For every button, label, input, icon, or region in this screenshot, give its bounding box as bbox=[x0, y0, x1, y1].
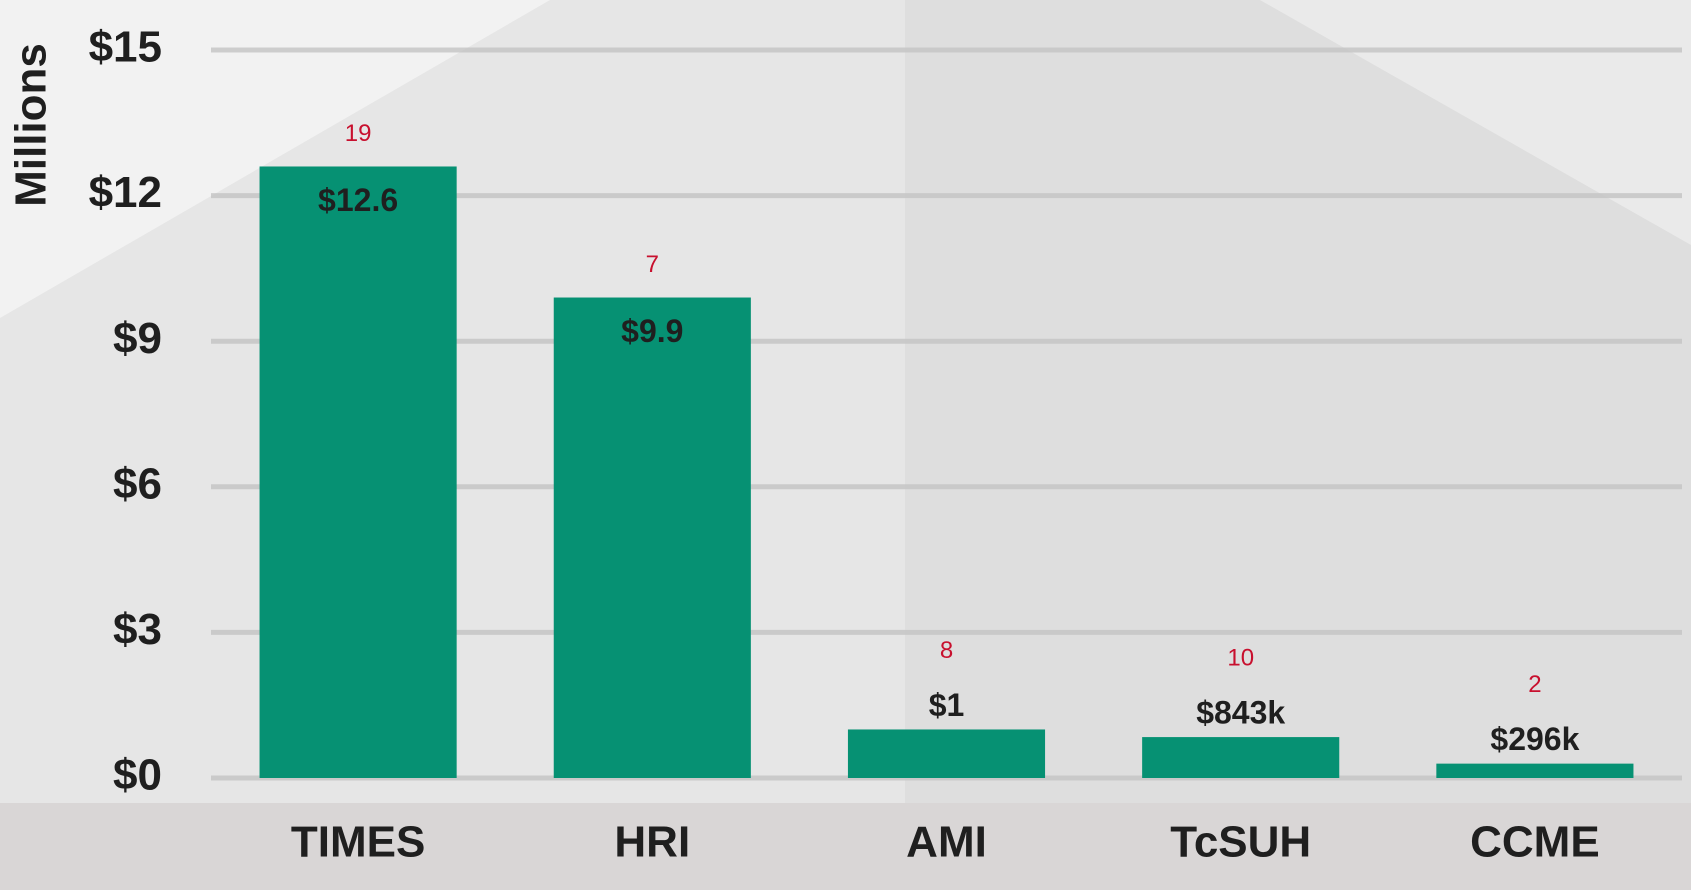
bar bbox=[847, 729, 1046, 778]
value-label: $9.9 bbox=[621, 313, 683, 349]
bar bbox=[1142, 737, 1340, 778]
value-label: $12.6 bbox=[318, 182, 398, 218]
x-tick-label: AMI bbox=[906, 818, 987, 867]
x-tick-label: TcSUH bbox=[1170, 818, 1311, 867]
x-tick-label: CCME bbox=[1470, 818, 1600, 867]
y-tick-label: $6 bbox=[113, 459, 162, 508]
y-axis-label: Millions bbox=[7, 43, 56, 207]
count-label: 2 bbox=[1528, 671, 1541, 698]
y-tick-label: $3 bbox=[113, 605, 162, 654]
count-label: 19 bbox=[345, 120, 372, 147]
y-tick-label: $15 bbox=[89, 23, 162, 72]
value-label: $843k bbox=[1196, 695, 1285, 731]
count-label: 8 bbox=[940, 637, 953, 664]
count-label: 7 bbox=[646, 251, 659, 278]
count-label: 10 bbox=[1227, 644, 1254, 671]
y-tick-label: $0 bbox=[113, 751, 162, 800]
x-tick-label: TIMES bbox=[291, 818, 425, 867]
value-label: $296k bbox=[1490, 721, 1579, 757]
footer-band bbox=[0, 803, 1691, 890]
value-label: $1 bbox=[929, 687, 965, 723]
bar bbox=[259, 166, 457, 779]
bar bbox=[553, 297, 751, 778]
bar bbox=[1436, 763, 1634, 778]
x-tick-label: HRI bbox=[614, 818, 690, 867]
y-tick-label: $12 bbox=[89, 168, 162, 217]
y-tick-label: $9 bbox=[113, 314, 162, 363]
